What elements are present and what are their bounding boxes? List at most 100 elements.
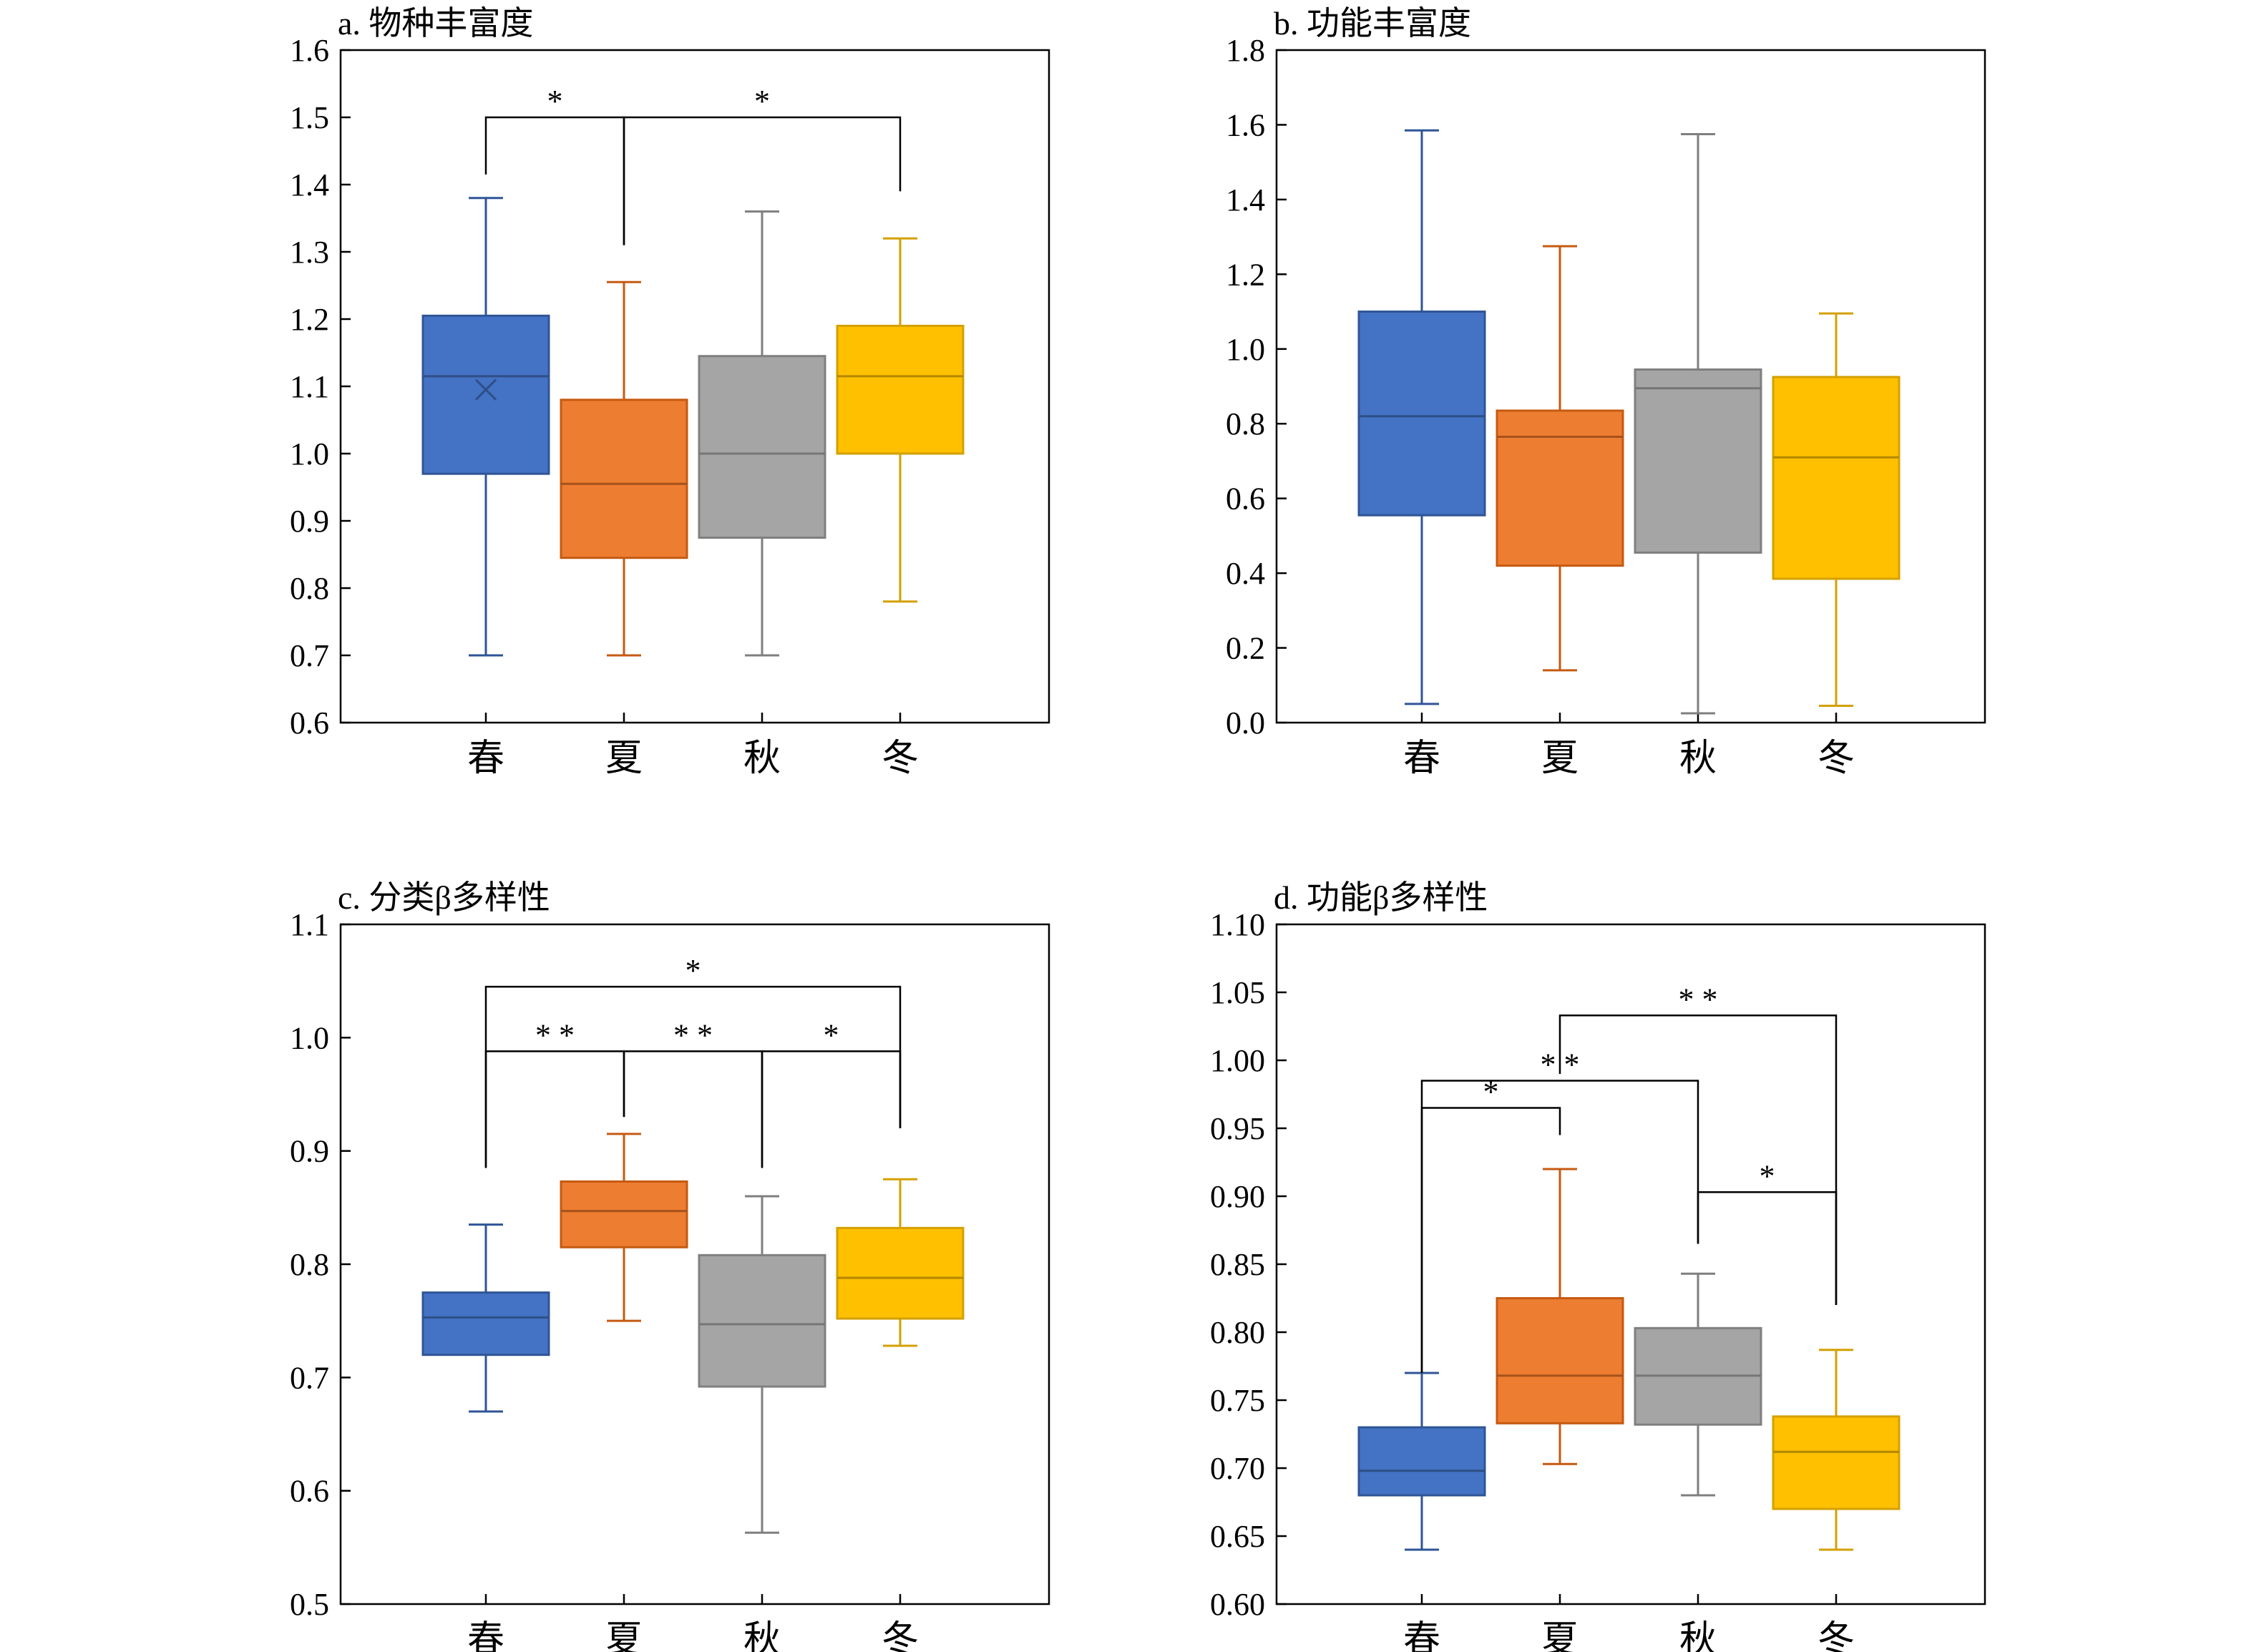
bracket-line xyxy=(623,1050,763,1168)
y-tick-label: 0.4 xyxy=(1226,556,1265,591)
y-tick-label: 0.85 xyxy=(1210,1247,1265,1282)
chart-title: b. 功能丰富度 xyxy=(1274,5,1471,41)
panel-d: d. 功能β多样性 0.60 0.65 0.70 0.75 0.80 0.85 0.90 0.9… xyxy=(1210,879,1986,1652)
box-夏 xyxy=(560,1133,688,1322)
y-tick-label: 0.6 xyxy=(290,1474,329,1509)
y-tick-label: 0.9 xyxy=(290,1134,329,1169)
box-iqr xyxy=(1496,1297,1624,1424)
significance-label: * * xyxy=(1679,982,1718,1017)
y-tick-label: 1.0 xyxy=(290,436,329,471)
y-tick-label: 1.00 xyxy=(1210,1043,1265,1078)
box-夏 xyxy=(1496,1168,1624,1465)
y-tick-label: 1.1 xyxy=(290,369,329,404)
significance-label: * xyxy=(1483,1075,1499,1110)
chart-title: c. 分类β多样性 xyxy=(338,879,550,916)
box-iqr xyxy=(560,1180,688,1248)
x-tick-label: 秋 xyxy=(1679,738,1717,779)
y-tick-label: 1.4 xyxy=(1226,182,1265,218)
box-冬 xyxy=(836,1178,965,1347)
significance-bracket: * xyxy=(1420,1075,1561,1373)
box-iqr xyxy=(1634,368,1762,554)
bracket-line xyxy=(484,1050,625,1168)
y-tick-label: 0.90 xyxy=(1210,1179,1265,1214)
significance-label: * * xyxy=(673,1017,713,1052)
significance-label: * xyxy=(686,953,701,988)
box-秋 xyxy=(1634,133,1762,715)
y-tick-label: 0.9 xyxy=(290,504,329,539)
box-夏 xyxy=(1496,245,1624,672)
x-tick-label: 夏 xyxy=(605,738,643,779)
y-tick-label: 1.1 xyxy=(290,907,329,942)
significance-bracket: * xyxy=(1697,1158,1838,1305)
box-mean-marker xyxy=(474,378,497,401)
significance-bracket: * * xyxy=(623,1017,763,1168)
y-tick-label: 0.70 xyxy=(1210,1451,1265,1486)
significance-label: * * xyxy=(535,1017,575,1052)
y-tick-label: 0.6 xyxy=(1226,482,1265,517)
box-春 xyxy=(421,197,550,657)
y-tick-label: 0.8 xyxy=(290,1247,329,1282)
y-tick-label: 1.6 xyxy=(290,33,329,68)
y-tick-label: 1.0 xyxy=(290,1020,329,1055)
x-tick-label: 春 xyxy=(1403,1620,1440,1652)
box-iqr xyxy=(1357,311,1486,517)
box-夏 xyxy=(560,280,688,657)
x-tick-label: 冬 xyxy=(882,1620,919,1652)
y-tick-label: 0.8 xyxy=(290,571,329,606)
bracket-line xyxy=(1558,1015,1838,1305)
x-tick-label: 冬 xyxy=(882,738,919,779)
box-iqr xyxy=(1772,376,1901,580)
bracket-line xyxy=(1420,1107,1561,1373)
y-tick-label: 0.80 xyxy=(1210,1315,1265,1350)
y-tick-label: 0.75 xyxy=(1210,1383,1265,1418)
box-iqr xyxy=(1496,409,1624,567)
y-tick-label: 0.7 xyxy=(290,638,329,673)
box-春 xyxy=(1357,1372,1486,1551)
x-tick-label: 夏 xyxy=(1541,738,1579,779)
y-tick-label: 1.6 xyxy=(1226,107,1265,142)
chart-title: d. 功能β多样性 xyxy=(1274,879,1488,916)
y-tick-label: 0.5 xyxy=(290,1587,329,1622)
box-春 xyxy=(421,1223,550,1413)
y-tick-label: 0.6 xyxy=(290,705,329,741)
bracket-line xyxy=(484,985,902,1168)
y-tick-label: 0.2 xyxy=(1226,631,1265,666)
panel-b: b. 功能丰富度 0.0 0.2 0.4 0.6 0.8 1.0 1.2 1.4 1.6 1.8 春 夏… xyxy=(1226,5,1986,779)
significance-bracket: * xyxy=(623,84,902,245)
panel-a: a. 物种丰富度 0.6 0.7 0.8 0.9 1.0 1.1 1.2 1.3 1.4 1.5 1.… xyxy=(290,5,1050,779)
box-冬 xyxy=(836,237,965,603)
box-iqr xyxy=(698,355,826,539)
box-春 xyxy=(1357,129,1486,705)
y-tick-label: 0.65 xyxy=(1210,1519,1265,1554)
box-iqr xyxy=(1357,1426,1486,1497)
y-tick-label: 1.05 xyxy=(1210,975,1265,1010)
significance-bracket: * xyxy=(484,84,625,245)
x-tick-label: 春 xyxy=(467,738,504,779)
box-冬 xyxy=(1772,1349,1901,1551)
box-iqr xyxy=(836,324,965,455)
y-tick-label: 0.0 xyxy=(1226,705,1265,741)
significance-bracket: * * xyxy=(484,1017,625,1168)
x-tick-label: 秋 xyxy=(743,738,781,779)
y-tick-label: 1.3 xyxy=(290,235,329,270)
y-tick-label: 1.4 xyxy=(290,167,329,202)
y-tick-label: 1.2 xyxy=(1226,257,1265,292)
significance-label: * xyxy=(754,84,770,119)
y-tick-label: 1.8 xyxy=(1226,33,1265,68)
box-秋 xyxy=(1634,1272,1762,1497)
box-iqr xyxy=(421,1291,550,1357)
significance-label: * xyxy=(824,1017,839,1052)
box-iqr xyxy=(1772,1415,1901,1510)
box-冬 xyxy=(1772,312,1901,707)
significance-bracket: * * xyxy=(1558,982,1838,1305)
y-tick-label: 0.95 xyxy=(1210,1111,1265,1146)
significance-bracket: * xyxy=(484,953,902,1168)
bracket-line xyxy=(761,1050,902,1168)
x-tick-label: 秋 xyxy=(1679,1620,1717,1652)
box-iqr xyxy=(698,1253,826,1388)
y-tick-label: 0.8 xyxy=(1226,406,1265,441)
bracket-line xyxy=(484,116,625,245)
significance-label: * * xyxy=(1541,1047,1580,1082)
x-tick-label: 夏 xyxy=(1541,1620,1579,1652)
